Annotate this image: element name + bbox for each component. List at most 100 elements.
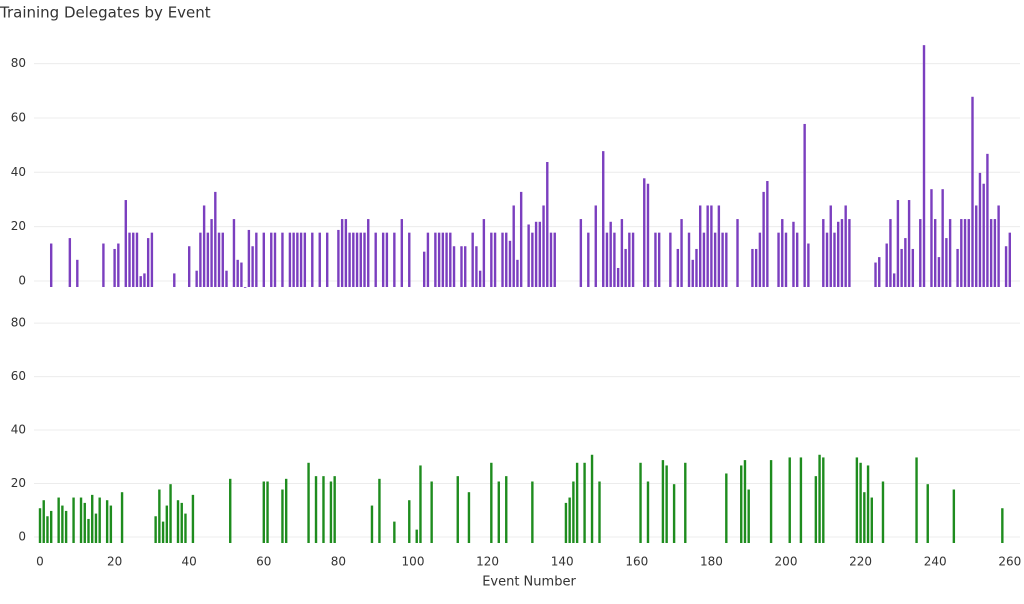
bar (262, 232, 265, 287)
bar (98, 497, 101, 543)
bar (661, 460, 665, 543)
bar (568, 497, 571, 543)
bar (710, 205, 713, 287)
bar (367, 219, 370, 287)
bar (184, 513, 187, 543)
bar (430, 481, 433, 543)
x-tick-label: 80 (331, 555, 346, 569)
bar (296, 232, 299, 287)
y-tick-label: 20 (11, 476, 26, 490)
bar (769, 460, 773, 543)
bar (452, 246, 456, 287)
bar (128, 232, 131, 287)
y-tick-label: 60 (11, 369, 26, 383)
bar (381, 232, 385, 287)
bar (549, 232, 553, 287)
bar (225, 270, 228, 287)
bar (1001, 508, 1004, 543)
bar (281, 489, 284, 543)
bar (329, 481, 333, 543)
bar (195, 270, 198, 287)
bar (109, 505, 113, 543)
bar (188, 246, 191, 287)
x-tick-label: 240 (924, 555, 947, 569)
bar (848, 219, 851, 287)
bar (508, 240, 512, 287)
bar (687, 232, 691, 287)
bar (419, 465, 422, 543)
bar (154, 516, 157, 543)
bar (840, 219, 844, 287)
bar (721, 232, 724, 287)
bar (844, 205, 847, 287)
bar (657, 232, 661, 287)
bar (717, 205, 721, 287)
bar (501, 232, 504, 287)
bar (859, 462, 862, 543)
bar (699, 205, 702, 287)
bar (989, 219, 993, 287)
bar (531, 232, 534, 287)
bar (326, 232, 329, 287)
bar (262, 481, 265, 543)
bar (165, 505, 169, 543)
bar (441, 232, 445, 287)
bar (911, 248, 915, 287)
bar (822, 219, 825, 287)
bar (758, 232, 762, 287)
bar (978, 172, 982, 287)
bar (229, 478, 232, 543)
bar (594, 205, 597, 287)
bar (158, 489, 161, 543)
bar (952, 489, 956, 543)
bar (359, 232, 362, 287)
bar (422, 251, 426, 287)
bar (363, 232, 366, 287)
bar (303, 232, 307, 287)
bar (408, 232, 411, 287)
bar (46, 516, 49, 543)
bar (546, 162, 549, 287)
bar (937, 257, 941, 287)
x-tick-label: 200 (775, 555, 798, 569)
bar (878, 257, 881, 287)
bar (900, 248, 903, 287)
x-tick-label: 60 (256, 555, 271, 569)
bar (881, 481, 885, 543)
bar (553, 232, 556, 287)
bar (505, 232, 508, 287)
bar (288, 232, 292, 287)
bar (150, 232, 154, 287)
bar (795, 232, 799, 287)
bar (684, 462, 687, 543)
bar (579, 219, 583, 287)
bar (72, 497, 75, 543)
bar (971, 96, 974, 287)
bar (766, 181, 769, 287)
bar (143, 273, 146, 287)
bar (922, 45, 926, 287)
bar (214, 191, 217, 287)
bar (210, 219, 213, 287)
bar (314, 476, 318, 543)
bar (370, 505, 374, 543)
bar (426, 232, 430, 287)
bar (818, 454, 821, 543)
bar (64, 510, 68, 543)
bar (792, 221, 795, 287)
bar (583, 462, 586, 543)
bar (169, 484, 172, 543)
bar (892, 273, 896, 287)
bar (449, 232, 452, 287)
bar (598, 481, 601, 543)
bar (49, 510, 53, 543)
bar (788, 457, 791, 543)
x-tick-label: 0 (36, 555, 44, 569)
bar (919, 219, 922, 287)
bar (273, 232, 277, 287)
bar (691, 259, 694, 287)
bar (982, 183, 985, 287)
bar (49, 243, 53, 287)
bar (956, 248, 959, 287)
y-tick-label: 0 (18, 530, 26, 544)
